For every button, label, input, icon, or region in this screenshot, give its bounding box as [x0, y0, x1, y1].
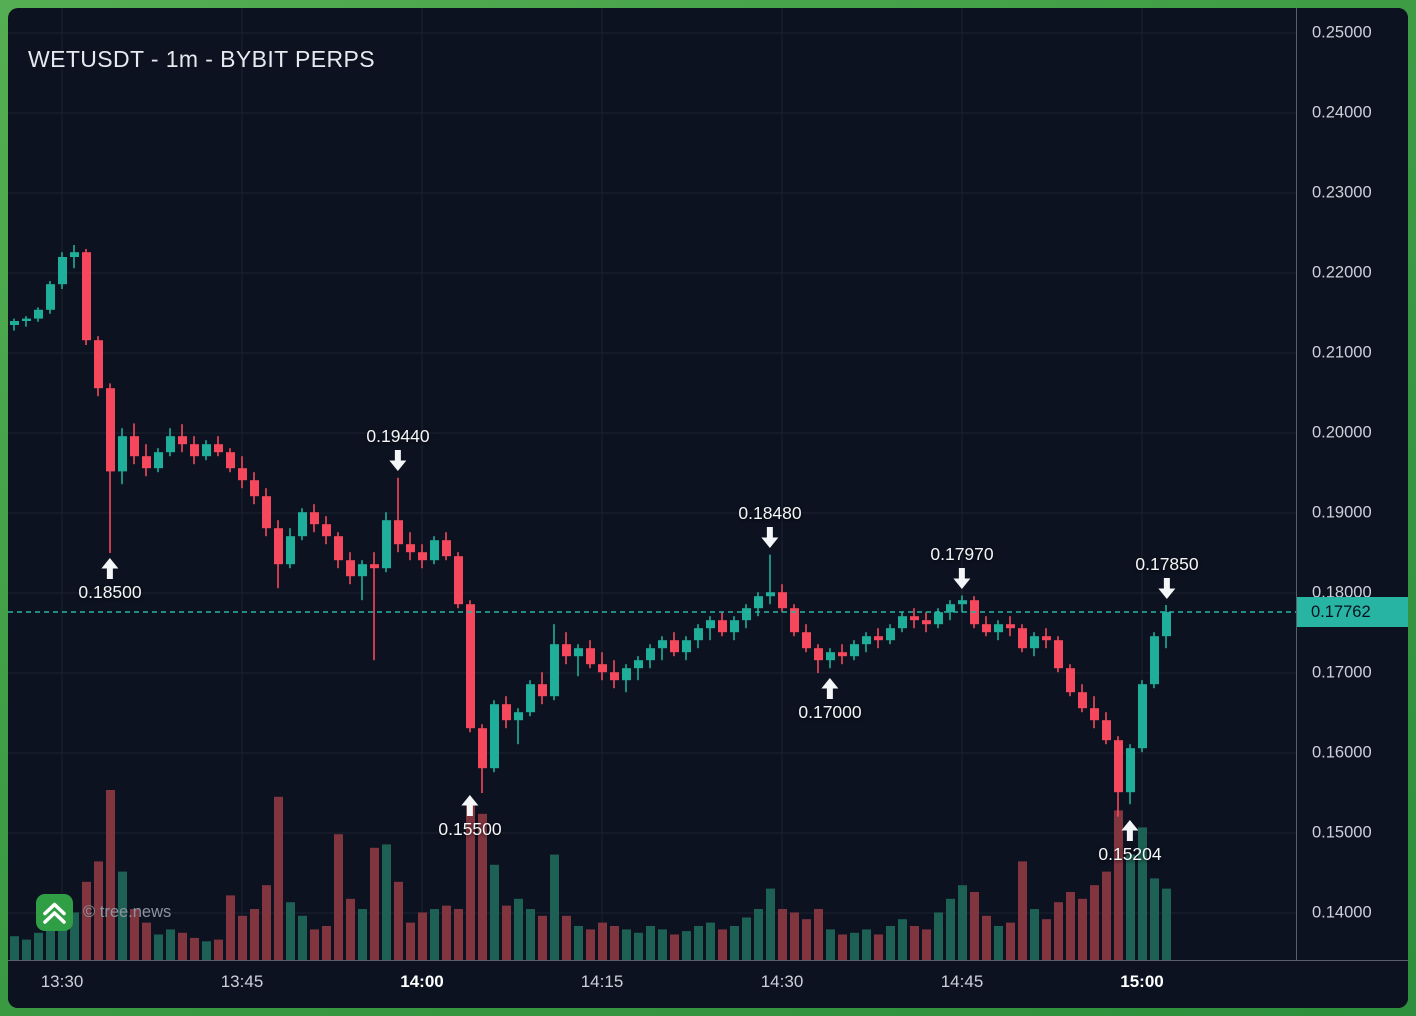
time-axis-label: 14:00 [400, 972, 444, 991]
current-price-tag: 0.17762 [1297, 597, 1408, 628]
price-axis-label: 0.22000 [1312, 263, 1372, 282]
candlestick-plot[interactable] [8, 8, 1296, 960]
double-chevron-up-icon [43, 902, 66, 924]
price-axis-label: 0.17000 [1312, 663, 1372, 682]
tree-news-logo[interactable] [36, 894, 73, 931]
chart-title: WETUSDT - 1m - BYBIT PERPS [28, 46, 375, 72]
price-axis-label: 0.24000 [1312, 103, 1372, 122]
time-axis[interactable]: 13:30 13:45 14:00 14:15 14:30 14:45 15:00 [8, 960, 1408, 1008]
price-axis[interactable]: 0.25000 0.24000 0.23000 0.22000 0.21000 0.200… [1296, 8, 1408, 960]
price-axis-label: 0.20000 [1312, 423, 1372, 442]
time-axis-label: 14:45 [940, 972, 984, 991]
candles [10, 245, 1171, 817]
time-axis-label: 14:30 [760, 972, 804, 991]
price-axis-label: 0.21000 [1312, 343, 1372, 362]
price-axis-label: 0.18000 [1312, 583, 1372, 602]
watermark-text: © tree.news [83, 903, 172, 921]
time-axis-label: 15:00 [1120, 972, 1164, 991]
watermark: © tree.news [36, 894, 171, 931]
time-axis-label: 13:30 [40, 972, 84, 991]
price-axis-label: 0.23000 [1312, 183, 1372, 202]
price-axis-label: 0.16000 [1312, 743, 1372, 762]
price-axis-label: 0.14000 [1312, 903, 1372, 922]
time-axis-label: 13:45 [220, 972, 264, 991]
current-price-value: 0.17762 [1311, 602, 1371, 621]
price-axis-label: 0.15000 [1312, 823, 1372, 842]
volume-bars [10, 790, 1171, 960]
time-axis-label: 14:15 [580, 972, 624, 991]
grid-lines [8, 8, 1296, 960]
price-axis-label: 0.25000 [1312, 23, 1372, 42]
price-axis-label: 0.19000 [1312, 503, 1372, 522]
chart-window: WETUSDT - 1m - BYBIT PERPS 0.25000 0.2400… [8, 8, 1408, 1008]
